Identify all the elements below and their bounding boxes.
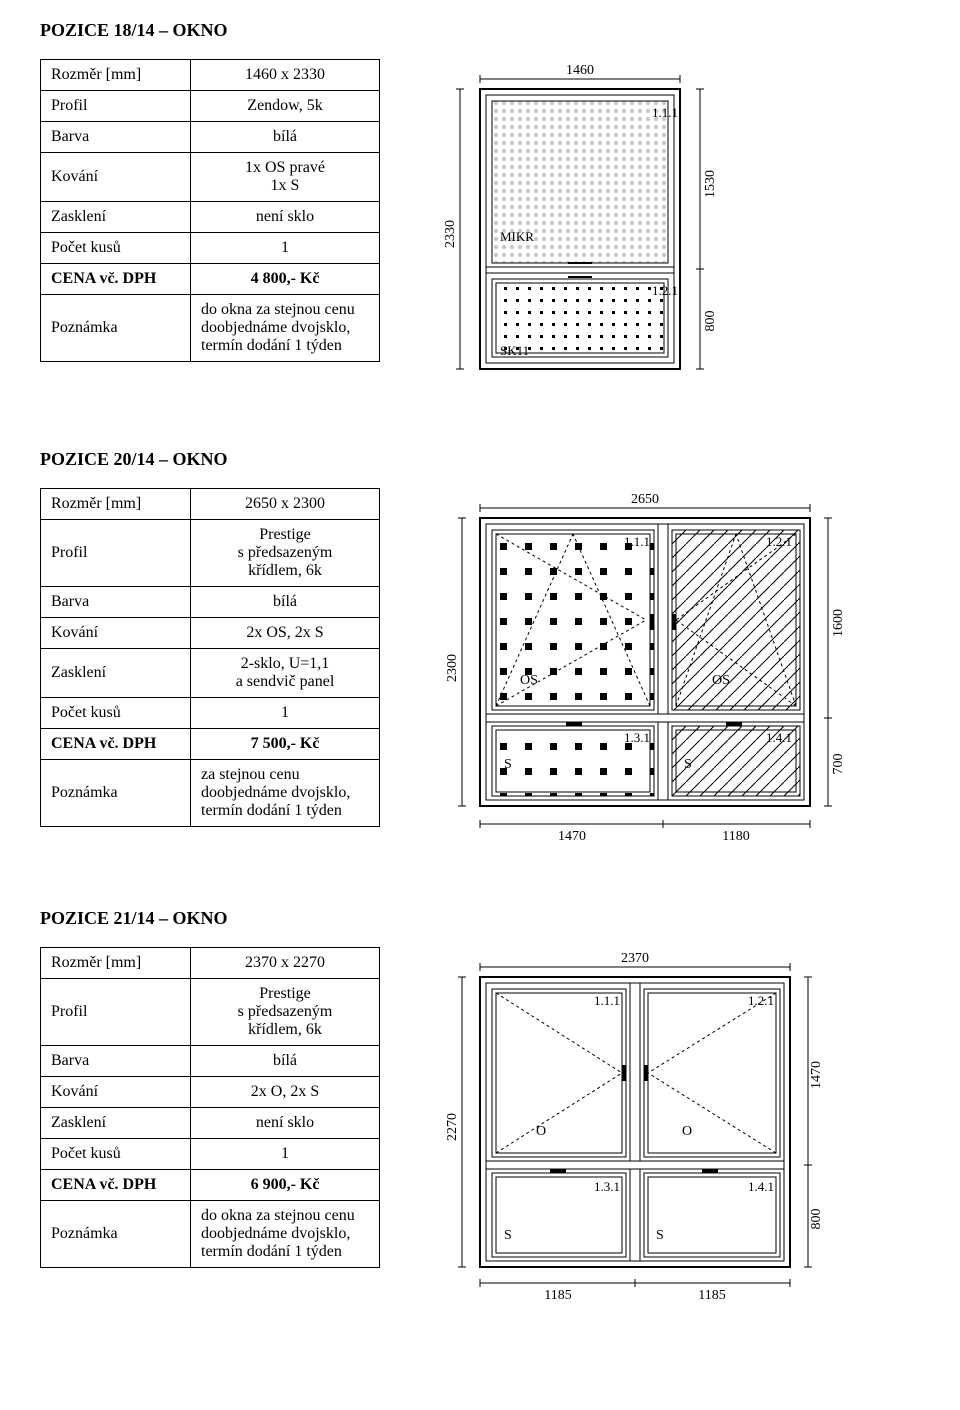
dim-top: 1460 [566, 63, 594, 78]
cell: Zasklení [41, 649, 191, 698]
l141: 1.4.1 [766, 730, 792, 745]
cell: Barva [41, 1046, 191, 1077]
cell: CENA vč. DPH [41, 264, 191, 295]
l131: 1.3.1 [624, 730, 650, 745]
l131: 1.3.1 [594, 1179, 620, 1194]
os2: OS [712, 673, 730, 688]
o1: O [536, 1124, 546, 1139]
cell: Zasklení [41, 1108, 191, 1139]
cell: Rozměr [mm] [41, 60, 191, 91]
cell: Kování [41, 153, 191, 202]
dim-top: 2650 [631, 492, 659, 507]
dim-rb: 800 [703, 311, 718, 332]
dim-br: 1180 [722, 829, 749, 844]
cell: 2x O, 2x S [191, 1077, 380, 1108]
l111: 1.1.1 [652, 105, 678, 120]
table-20: Rozměr [mm]2650 x 2300 ProfilPrestige s … [40, 488, 380, 827]
cell: 1 [191, 1139, 380, 1170]
cell: 1460 x 2330 [191, 60, 380, 91]
dim-rt: 1600 [831, 609, 846, 637]
cell: Zasklení [41, 202, 191, 233]
cell: bílá [191, 1046, 380, 1077]
cell: do okna za stejnou cenu doobjednáme dvoj… [191, 295, 380, 362]
cell: za stejnou cenu doobjednáme dvojsklo, te… [191, 760, 380, 827]
cell: Poznámka [41, 1201, 191, 1268]
dim-bl: 1470 [558, 829, 586, 844]
s1: S [504, 757, 512, 772]
l141: 1.4.1 [748, 1179, 774, 1194]
dim-left: 2270 [445, 1113, 460, 1141]
dim-left: 2300 [445, 654, 460, 682]
heading-18: POZICE 18/14 – OKNO [40, 20, 920, 41]
cell: 2650 x 2300 [191, 489, 380, 520]
cell: bílá [191, 122, 380, 153]
dim-br: 1185 [698, 1288, 725, 1303]
diagram-20: 2650 2300 1600 700 1470 1180 1.1.1 OS 1.… [420, 488, 920, 848]
cell: Počet kusů [41, 698, 191, 729]
heading-21: POZICE 21/14 – OKNO [40, 908, 920, 929]
section-21: Rozměr [mm]2370 x 2270 ProfilPrestige s … [40, 947, 920, 1307]
dim-left: 2330 [443, 220, 458, 248]
cell: 7 500,- Kč [191, 729, 380, 760]
section-20: Rozměr [mm]2650 x 2300 ProfilPrestige s … [40, 488, 920, 848]
cell: do okna za stejnou cenu doobjednáme dvoj… [191, 1201, 380, 1268]
cell: Barva [41, 587, 191, 618]
cell: Profil [41, 979, 191, 1046]
cell: 1 [191, 698, 380, 729]
cell: Poznámka [41, 760, 191, 827]
cell: Rozměr [mm] [41, 489, 191, 520]
cell: bílá [191, 587, 380, 618]
cell: 2370 x 2270 [191, 948, 380, 979]
l121: 1.2.1 [748, 993, 774, 1008]
cell: CENA vč. DPH [41, 729, 191, 760]
dim-rb: 700 [831, 754, 846, 775]
cell: Kování [41, 618, 191, 649]
cell: není sklo [191, 1108, 380, 1139]
cell: Poznámka [41, 295, 191, 362]
o2: O [682, 1124, 692, 1139]
cell: Profil [41, 91, 191, 122]
cell: Zendow, 5k [191, 91, 380, 122]
section-18: Rozměr [mm]1460 x 2330 ProfilZendow, 5k … [40, 59, 920, 389]
cell: Kování [41, 1077, 191, 1108]
l121: 1.2.1 [652, 283, 678, 298]
diagram-21: 2370 2270 1470 800 1185 1185 1.1.1 O 1.2… [420, 947, 920, 1307]
cell: Prestige s předsazeným křídlem, 6k [191, 520, 380, 587]
l111: 1.1.1 [624, 534, 650, 549]
l121: 1.2.1 [766, 534, 792, 549]
cell: není sklo [191, 202, 380, 233]
mikr: MIKR [500, 229, 534, 244]
cell: Rozměr [mm] [41, 948, 191, 979]
diagram-18: 1460 2330 1530 800 1.1.1 MIKR 1.2.1 SK11 [420, 59, 920, 389]
s2: S [684, 757, 692, 772]
os1: OS [520, 673, 538, 688]
cell: 4 800,- Kč [191, 264, 380, 295]
cell: 1x OS pravé 1x S [191, 153, 380, 202]
heading-20: POZICE 20/14 – OKNO [40, 449, 920, 470]
cell: Prestige s předsazeným křídlem, 6k [191, 979, 380, 1046]
table-21: Rozměr [mm]2370 x 2270 ProfilPrestige s … [40, 947, 380, 1268]
cell: 6 900,- Kč [191, 1170, 380, 1201]
cell: Počet kusů [41, 233, 191, 264]
cell: 2-sklo, U=1,1 a sendvič panel [191, 649, 380, 698]
cell: Profil [41, 520, 191, 587]
dim-top: 2370 [621, 951, 649, 966]
s2: S [656, 1228, 664, 1243]
dim-rt: 1470 [809, 1061, 824, 1089]
cell: 1 [191, 233, 380, 264]
l111: 1.1.1 [594, 993, 620, 1008]
dim-bl: 1185 [544, 1288, 571, 1303]
dim-rb: 800 [809, 1209, 824, 1230]
table-18: Rozměr [mm]1460 x 2330 ProfilZendow, 5k … [40, 59, 380, 362]
cell: Barva [41, 122, 191, 153]
sk: SK11 [500, 343, 529, 358]
cell: CENA vč. DPH [41, 1170, 191, 1201]
s1: S [504, 1228, 512, 1243]
cell: 2x OS, 2x S [191, 618, 380, 649]
dim-rt: 1530 [703, 170, 718, 198]
cell: Počet kusů [41, 1139, 191, 1170]
